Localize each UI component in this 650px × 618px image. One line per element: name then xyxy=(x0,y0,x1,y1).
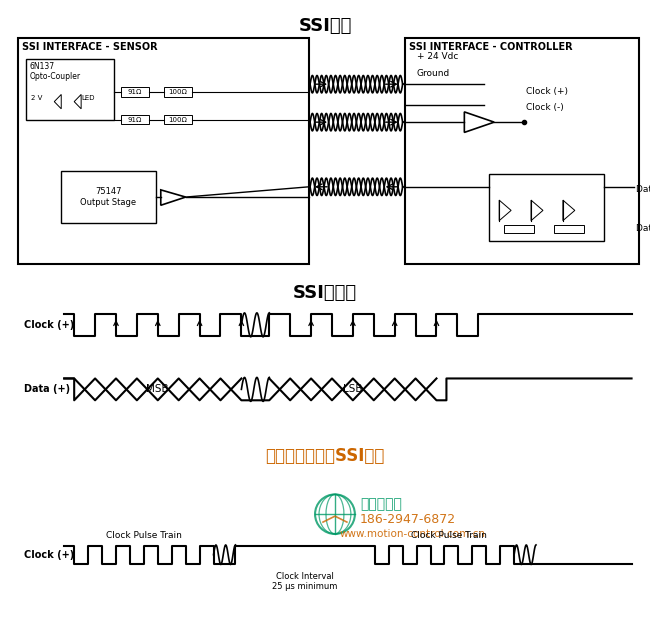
Text: 用于顺序测量的SSI时序: 用于顺序测量的SSI时序 xyxy=(265,447,385,465)
Bar xyxy=(27,59,114,120)
Text: 91Ω: 91Ω xyxy=(127,89,142,95)
Text: 186-2947-6872: 186-2947-6872 xyxy=(360,512,456,526)
Text: SSI框图: SSI框图 xyxy=(298,17,352,35)
Text: Ground: Ground xyxy=(417,69,450,78)
Bar xyxy=(554,225,584,233)
Text: LED: LED xyxy=(81,95,95,101)
Text: SSI时序图: SSI时序图 xyxy=(293,284,357,302)
Text: Clock (-): Clock (-) xyxy=(526,103,564,112)
Text: Data (+): Data (+) xyxy=(636,185,650,195)
Bar xyxy=(18,38,309,264)
Text: LSB: LSB xyxy=(343,384,363,394)
Text: + 24 Vdc: + 24 Vdc xyxy=(417,52,458,61)
Bar xyxy=(121,115,149,124)
Text: Data (-): Data (-) xyxy=(636,224,650,234)
Bar xyxy=(504,225,534,233)
Text: SSI INTERFACE - CONTROLLER: SSI INTERFACE - CONTROLLER xyxy=(409,42,572,52)
Bar xyxy=(61,171,156,222)
Text: SSI INTERFACE - SENSOR: SSI INTERFACE - SENSOR xyxy=(22,42,158,52)
Text: 75147
Output Stage: 75147 Output Stage xyxy=(81,187,136,207)
Text: Clock Interval
25 μs minimum: Clock Interval 25 μs minimum xyxy=(272,572,338,591)
Text: Clock Pulse Train: Clock Pulse Train xyxy=(106,531,182,540)
Text: 西安德伍拓: 西安德伍拓 xyxy=(360,497,402,511)
Text: Clock (+): Clock (+) xyxy=(25,320,75,330)
Text: 100Ω: 100Ω xyxy=(168,89,187,95)
Text: 91Ω: 91Ω xyxy=(127,117,142,122)
Text: 6N137
Opto-Coupler: 6N137 Opto-Coupler xyxy=(29,62,81,81)
Text: Clock (+): Clock (+) xyxy=(526,87,568,96)
Text: Clock Pulse Train: Clock Pulse Train xyxy=(411,531,488,540)
Bar xyxy=(404,38,638,264)
Text: Data (+): Data (+) xyxy=(25,384,71,394)
Text: 100Ω: 100Ω xyxy=(168,117,187,122)
Text: www.motion-control.com.cn: www.motion-control.com.cn xyxy=(340,529,486,539)
Bar xyxy=(121,87,149,96)
Text: MSB: MSB xyxy=(146,384,169,394)
Bar xyxy=(164,87,192,96)
Text: Clock (+): Clock (+) xyxy=(25,550,75,560)
Text: 2 V: 2 V xyxy=(31,95,43,101)
Bar xyxy=(489,174,604,241)
Bar xyxy=(164,115,192,124)
